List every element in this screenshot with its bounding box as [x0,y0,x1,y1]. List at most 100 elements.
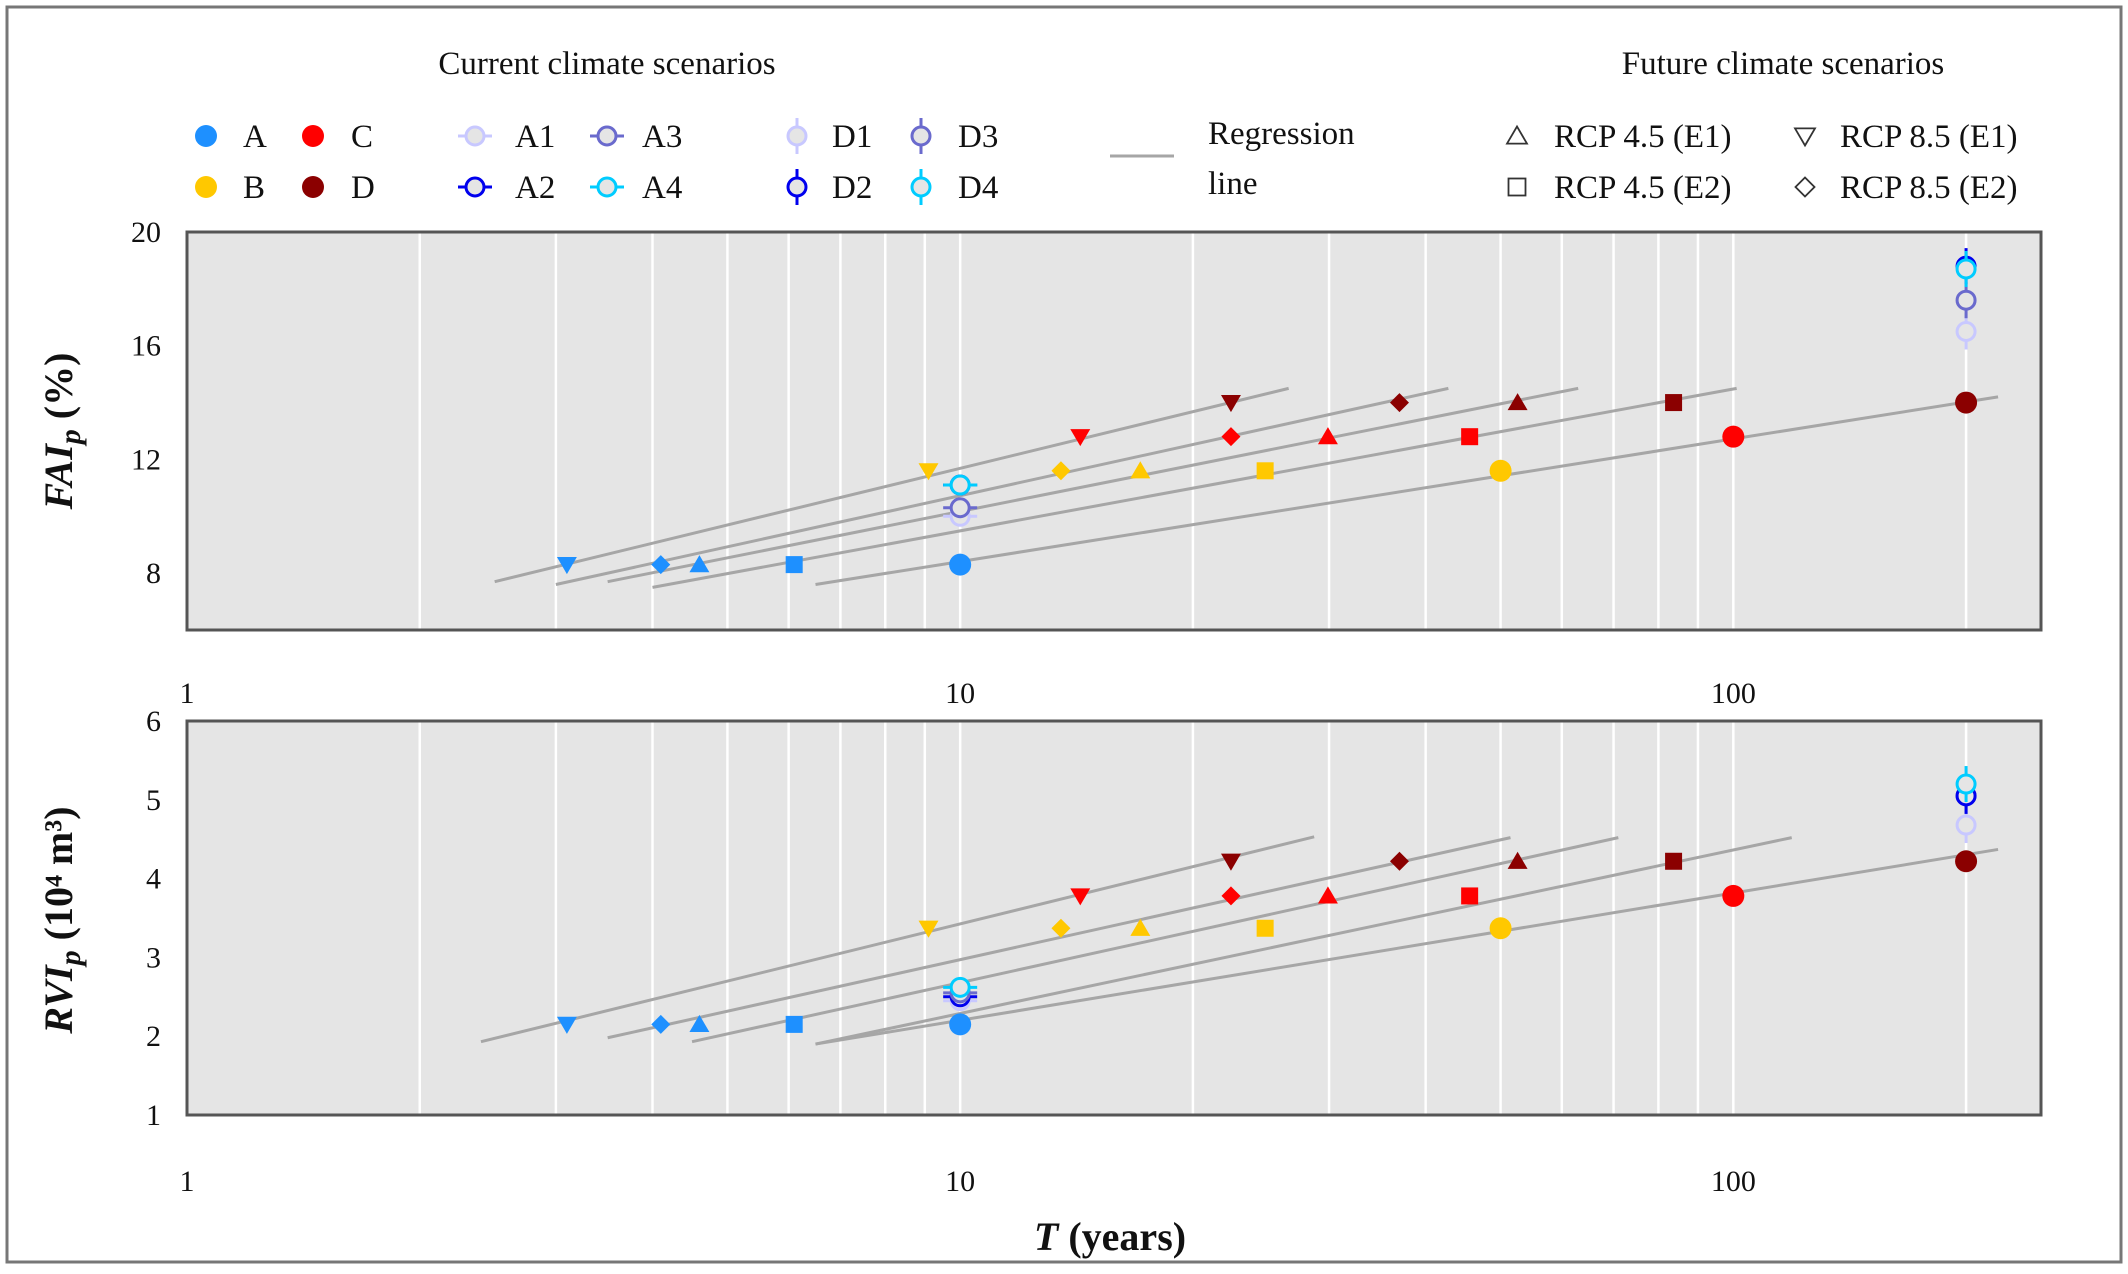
data-point-B-circle [1489,917,1512,940]
y-tick-label: 20 [131,216,161,249]
svg-text:RVIp (10⁴ m³): RVIp (10⁴ m³) [36,806,87,1034]
marker-circle [195,125,217,147]
marker-open-circle [1955,289,1977,311]
marker-open-circle [1955,258,1977,280]
marker-circle [302,125,324,147]
data-point-B-triangle-up [1130,918,1151,936]
x-tick-label: 10 [945,677,975,710]
data-point-B-diamond [1051,461,1071,481]
y-tick-label: 1 [146,1099,161,1132]
marker-open-circle [786,125,808,147]
marker-open-circle [1955,773,1977,795]
y-tick-label: 6 [146,705,161,738]
regression-line [815,395,1999,586]
data-point-D-square [1665,852,1683,870]
legend-label-B: B [243,170,265,206]
legend-marker-D2 [786,169,808,205]
marker-triangle-down [1220,394,1241,413]
marker-open-circle [1955,814,1977,836]
svg-text:FAIp (%): FAIp (%) [36,353,87,511]
legend-label-A3: A3 [642,119,682,155]
y-axis-label-fai: FAIp (%) [36,353,87,511]
regression-line [815,847,1999,1046]
data-point-A-diamond [651,1014,671,1034]
marker-circle [1955,391,1978,414]
data-point-B-triangle-down [918,920,939,938]
legend-marker-B [195,176,217,198]
y-tick-label: 16 [131,330,161,363]
data-point-C-diamond [1221,427,1241,447]
marker-triangle-down [556,557,577,575]
data-point-B-triangle-down [918,463,939,481]
data-point-C-square [1461,428,1479,446]
marker-circle [195,176,217,198]
marker-triangle-up [1130,918,1151,936]
legend-label-A: A [243,119,267,155]
regression-line [652,386,1737,589]
plot-area [187,721,2041,1115]
data-point-A-triangle-up [689,555,710,573]
marker-triangle-down [556,1016,577,1034]
regression-line [607,386,1579,584]
data-point-C-diamond [1221,886,1241,906]
legend-current-title: Current climate scenarios [438,46,775,82]
marker-triangle-up [1317,886,1338,904]
y-label-fai-main: FAI [36,443,81,511]
data-point-A-circle [949,1013,972,1036]
y-label-fai-rest: (%) [36,353,81,430]
legend-label-A2: A2 [515,170,555,206]
legend-regression-label-2: line [1208,166,1257,202]
marker-triangle-down [1070,429,1091,447]
y-label-fai-sub: p [54,429,87,447]
data-point-C-triangle-down [1070,888,1091,906]
data-point-C-triangle-up [1317,886,1338,904]
x-label-main: T [1034,1214,1060,1259]
legend-label-D: D [351,170,375,206]
marker-open-circle [910,125,932,147]
marker-open-circle [786,176,808,198]
legend-marker-A2 [458,176,492,198]
regression-line [480,835,1315,1044]
data-point-D-triangle-up [1507,851,1528,869]
marker-diamond [651,1014,671,1034]
regression-line [691,836,1619,1044]
data-point-D-circle [1955,850,1978,873]
y-tick-label: 3 [146,941,161,974]
marker-triangle-up [1505,124,1529,145]
marker-open-circle [596,125,618,147]
marker-triangle-down [1220,853,1241,871]
data-point-B-square [1256,919,1274,937]
marker-circle [1722,884,1745,907]
legend-marker-A3 [590,125,624,147]
marker-square [1461,887,1479,905]
legend-marker-D3 [910,118,932,154]
x-tick-label: 1 [180,1165,195,1198]
marker-circle [949,1013,972,1036]
data-point-A4-open-circle-h [943,474,978,496]
legend-marker-C [302,125,324,147]
marker-square [1665,852,1683,870]
legend-label-D1: D1 [832,119,872,155]
marker-open-circle [464,176,486,198]
legend-marker-rcp85e1 [1793,127,1817,148]
panel-rvi: 1 2 3 4 5 6 1 10 100 [146,705,2043,1198]
data-point-A-square [785,1015,803,1033]
marker-triangle-up [689,1014,710,1032]
marker-open-circle [596,176,618,198]
marker-triangle-up [1317,427,1338,445]
plot-frame [185,230,2043,632]
marker-circle [1955,850,1978,873]
marker-square [785,1015,803,1033]
marker-diamond [1389,393,1409,413]
data-point-C-triangle-down [1070,429,1091,447]
data-point-B-square [1256,462,1274,480]
marker-triangle-down [1070,888,1091,906]
marker-square [1665,394,1683,412]
data-point-D3-open-circle-v [1955,282,1977,319]
marker-circle [302,176,324,198]
legend-marker-D [302,176,324,198]
legend-label-D4: D4 [958,170,998,206]
data-point-B-diamond [1051,918,1071,938]
data-point-A-diamond [651,555,671,575]
